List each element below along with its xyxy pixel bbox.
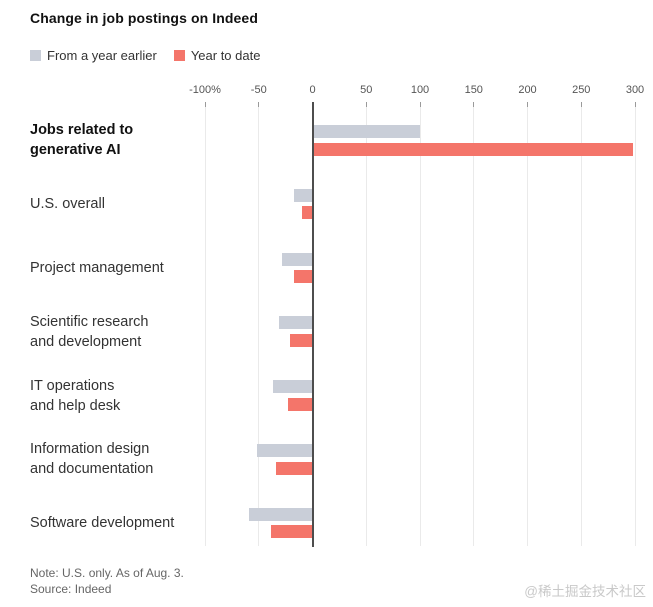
gridline-150	[473, 102, 475, 546]
legend-swatch-red	[173, 50, 185, 61]
tick-label-200: 200	[518, 84, 537, 96]
bar-year-to-date-6	[270, 525, 313, 539]
gridline-300	[634, 102, 636, 546]
category-label-4: IT operations and help desk	[30, 377, 121, 414]
bar-year-to-date-5	[275, 461, 313, 475]
bar-year-earlier-0	[312, 125, 420, 138]
legend: From a year earlier Year to date	[30, 48, 260, 63]
legend-item-year-earlier: From a year earlier	[30, 48, 157, 63]
legend-item-year-to-date: Year to date	[173, 48, 261, 63]
category-label-6: Software development	[30, 515, 175, 532]
category-label-0: Jobs related to generative AI	[30, 122, 134, 159]
tick-label-150: 150	[464, 84, 483, 96]
tick-label--50: -50	[250, 84, 267, 96]
zero-axis-line	[311, 102, 314, 547]
source-text: Source: Indeed	[30, 582, 112, 596]
gridline--50	[258, 102, 260, 546]
tick-mark-200	[527, 102, 528, 107]
watermark: @稀土掘金技术社区	[524, 584, 646, 599]
bar-year-to-date-1	[301, 206, 313, 220]
tick-mark--50	[258, 102, 260, 107]
tick-label-100: 100	[410, 84, 430, 96]
tick-label-300: 300	[625, 84, 645, 96]
gridline-250	[580, 102, 582, 546]
gridline-200	[527, 102, 528, 546]
category-label-3: Scientific research and development	[30, 313, 149, 350]
chart-title: Change in job postings on Indeed	[30, 10, 258, 26]
gridline-50	[365, 102, 367, 546]
category-label-2: Project management	[30, 259, 164, 276]
tick-mark--100	[204, 102, 206, 107]
bar-year-earlier-2	[282, 252, 313, 266]
bar-year-to-date-4	[287, 397, 313, 411]
tick-label--100: -100%	[189, 84, 221, 96]
tick-label-50: 50	[360, 84, 373, 96]
tick-mark-250	[580, 102, 582, 107]
category-label-5: Information design and documentation	[30, 441, 154, 478]
bar-year-earlier-1	[294, 188, 313, 202]
tick-mark-50	[365, 102, 367, 107]
tick-label-250: 250	[572, 84, 591, 96]
footnote: Note: U.S. only. As of Aug. 3. Source: I…	[30, 565, 184, 597]
bar-year-earlier-4	[272, 380, 313, 394]
category-label-1: U.S. overall	[30, 196, 105, 213]
bar-year-to-date-3	[289, 333, 313, 347]
tick-mark-100	[419, 102, 421, 107]
tick-mark-300	[634, 102, 636, 107]
bar-year-earlier-3	[279, 316, 313, 330]
bar-year-to-date-0	[312, 142, 633, 156]
bar-year-earlier-5	[256, 444, 313, 457]
note-text: Note: U.S. only. As of Aug. 3.	[30, 566, 184, 580]
gridline--100	[204, 102, 206, 546]
legend-label-year-earlier: From a year earlier	[47, 48, 157, 63]
gridline-100	[419, 102, 421, 546]
tick-mark-150	[473, 102, 475, 107]
bar-year-to-date-2	[294, 270, 313, 284]
tick-label-0: 0	[309, 84, 316, 96]
bar-year-earlier-6	[249, 507, 313, 521]
legend-swatch-gray	[30, 50, 41, 61]
legend-label-year-to-date: Year to date	[190, 48, 261, 63]
